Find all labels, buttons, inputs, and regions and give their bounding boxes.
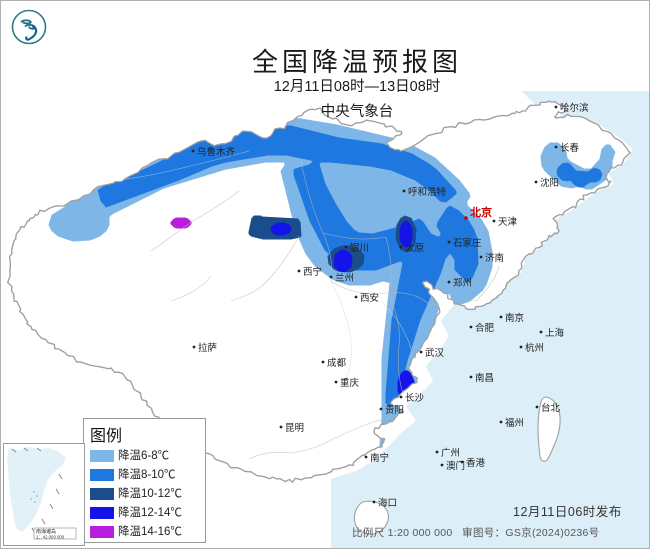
- svg-text:沈阳: 沈阳: [540, 177, 559, 189]
- svg-text:长沙: 长沙: [405, 392, 425, 404]
- svg-text:重庆: 重庆: [340, 377, 360, 389]
- svg-text:西安: 西安: [360, 292, 379, 304]
- svg-text:南京: 南京: [505, 312, 524, 324]
- svg-text:济南: 济南: [485, 252, 504, 264]
- svg-text:北京: 北京: [470, 205, 492, 219]
- svg-text:呼和浩特: 呼和浩特: [408, 186, 447, 198]
- svg-text:石家庄: 石家庄: [453, 237, 482, 249]
- svg-text:贵阳: 贵阳: [385, 404, 404, 416]
- svg-text:澳门: 澳门: [446, 460, 465, 472]
- svg-text:1：42 000 000: 1：42 000 000: [36, 535, 65, 540]
- svg-text:杭州: 杭州: [525, 342, 544, 354]
- svg-text:福州: 福州: [505, 417, 524, 429]
- svg-text:拉萨: 拉萨: [198, 342, 218, 354]
- svg-text:台北: 台北: [541, 402, 561, 414]
- svg-text:成都: 成都: [327, 357, 347, 369]
- svg-text:郑州: 郑州: [453, 277, 472, 289]
- svg-text:海口: 海口: [378, 497, 397, 509]
- svg-text:南宁: 南宁: [370, 452, 389, 464]
- svg-text:太原: 太原: [405, 242, 424, 254]
- svg-text:兰州: 兰州: [335, 272, 354, 284]
- svg-text:昆明: 昆明: [285, 423, 304, 434]
- svg-text:银川: 银川: [350, 242, 369, 254]
- svg-text:长春: 长春: [560, 142, 580, 154]
- svg-text:乌鲁木齐: 乌鲁木齐: [197, 146, 236, 158]
- svg-text:香港: 香港: [466, 457, 486, 469]
- svg-text:天津: 天津: [498, 217, 518, 228]
- svg-text:西宁: 西宁: [303, 266, 322, 278]
- svg-text:南昌: 南昌: [475, 372, 494, 384]
- svg-text:武汉: 武汉: [425, 347, 445, 359]
- svg-text:广州: 广州: [441, 447, 460, 459]
- svg-text:合肥: 合肥: [475, 322, 495, 334]
- svg-text:上海: 上海: [545, 327, 565, 339]
